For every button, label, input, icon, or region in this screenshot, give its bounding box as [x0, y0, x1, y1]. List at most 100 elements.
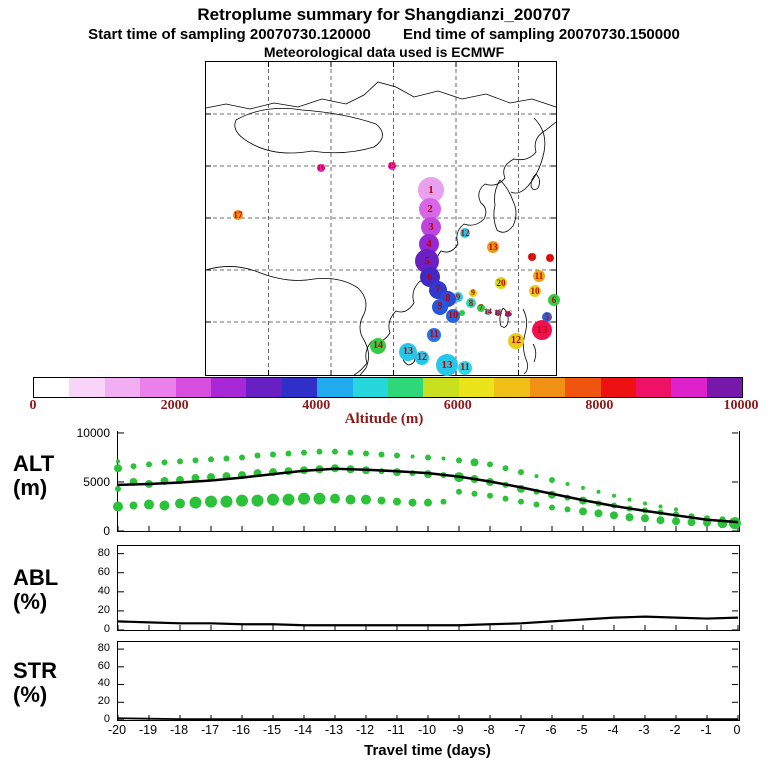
alt-scatter-dot [487, 461, 493, 468]
alt-scatter-dot [549, 504, 555, 511]
map-point-number: 12 [460, 227, 470, 238]
alt-scatter-dot [130, 463, 137, 470]
map-point: 11 [427, 328, 441, 342]
alt-scatter-dot [161, 459, 168, 466]
map-point-number: 5 [544, 311, 550, 322]
colorbar-segment [494, 378, 530, 397]
map-point-number: 13 [536, 323, 548, 336]
alt-scatter-dot [251, 494, 264, 507]
x-tick-label: -17 [200, 723, 220, 737]
map-point: 13 [436, 354, 458, 376]
alt-scatter-dot [393, 497, 401, 506]
colorbar-tick-label: 0 [29, 398, 37, 413]
alt-scatter-dot [236, 494, 248, 507]
x-tick-label: -2 [669, 723, 681, 737]
map-point-number: 16 [317, 163, 325, 172]
x-tick-label: -5 [576, 723, 588, 737]
alt-scatter-dot [363, 450, 369, 457]
x-tick-label: -10 [417, 723, 437, 737]
str-y-tick-label: 0 [103, 712, 110, 725]
x-tick-label: -7 [514, 723, 526, 737]
colorbar-segment [529, 378, 566, 397]
map-point: 5 [542, 312, 552, 322]
alt-scatter-dot [408, 498, 417, 507]
str-label-line2: (%) [13, 681, 48, 707]
map-point-number: 9 [437, 301, 443, 312]
alt-scatter-dot [581, 485, 585, 490]
map-point: 6 [548, 294, 560, 306]
map-point-number: 7 [479, 303, 483, 312]
alt-scatter-dot [192, 457, 199, 464]
alt-scatter-dot [440, 498, 447, 505]
alt-scatter-dot [113, 501, 123, 512]
met-data-line: Meteorological data used is ECMWF [263, 44, 505, 60]
map-point: 10 [529, 285, 541, 297]
map-point: 15 [494, 308, 502, 317]
colorbar-segment [388, 378, 424, 397]
colorbar-tick-label: 8000 [585, 398, 614, 413]
alt-scatter-dot [282, 493, 295, 506]
x-tick-label: 0 [733, 723, 741, 737]
alt-scatter-dot [625, 513, 634, 522]
str-y-tick-label: 20 [97, 695, 110, 708]
x-tick-label: -18 [169, 723, 189, 737]
map-points-layer: 16 15 17 12 13 12 11 20 11 10 9 9 8 7 14 15 16 6 5 13 12 14 13… [206, 62, 560, 376]
map-point: 14 [484, 307, 492, 316]
alt-scatter-dot [378, 451, 385, 458]
x-tick-label: -12 [355, 723, 375, 737]
abl-label-line1: ABL [13, 565, 59, 590]
alt-panel [113, 431, 741, 532]
alt-scatter-dot [410, 454, 415, 459]
alt-scatter-dot [471, 490, 478, 497]
x-tick-label: -20 [107, 723, 127, 737]
x-tick-label: -15 [262, 723, 282, 737]
colorbar-segment [423, 378, 459, 397]
map-point: 9 [453, 292, 463, 302]
alt-scatter-dot [146, 461, 152, 468]
alt-mean-line [117, 467, 739, 524]
str-plot-svg [117, 648, 739, 721]
alt-scatter-dot [579, 507, 587, 516]
alt-scatter-dot [267, 493, 279, 506]
str-panel [117, 641, 740, 721]
alt-y-tick-label: 10000 [76, 426, 110, 441]
map-grid [206, 62, 556, 375]
x-tick-label: -13 [324, 723, 344, 737]
alt-y-tick-label: 0 [103, 524, 110, 539]
map-point: 9 [432, 299, 448, 315]
x-tick-label: -14 [293, 723, 313, 737]
alt-scatter-dot [687, 518, 696, 527]
map-point-number: 14 [484, 307, 492, 316]
alt-scatter-dot [564, 506, 571, 513]
alt-scatter-dot [643, 501, 647, 506]
colorbar-segment [458, 378, 495, 397]
alt-scatter-dot [502, 495, 509, 502]
colorbar-tick-label: 10000 [723, 398, 759, 413]
x-tick-label: -4 [607, 723, 619, 737]
map-edge-ticks [206, 62, 556, 375]
map-point-number: 11 [429, 329, 439, 340]
map-point: 12 [415, 351, 429, 365]
map-point: 11 [533, 270, 545, 282]
start-time-text: Start time of sampling 20070730.120000 [88, 26, 371, 43]
map-point-number: 15 [388, 161, 396, 170]
colorbar-tick-label: 2000 [160, 398, 189, 413]
map-point-number: 8 [445, 293, 451, 304]
map-point-number: 6 [427, 270, 433, 283]
map-point: 11 [546, 254, 554, 262]
colorbar-segment [104, 378, 141, 397]
alt-scatter-dot [533, 501, 540, 508]
colorbar-segment [671, 378, 707, 397]
colorbar-segment [69, 378, 105, 397]
alt-scatter-dot [254, 452, 261, 459]
str-label-line1: STR [13, 658, 57, 683]
map-point-number: 6 [551, 294, 557, 305]
alt-scatter-dot [394, 452, 400, 459]
alt-y-tick-label: 5000 [83, 475, 110, 490]
map-point-number: 15 [494, 308, 502, 317]
map-point-number: 11 [460, 362, 470, 373]
alt-scatter-dot [502, 465, 509, 472]
map-point: 13 [399, 343, 417, 361]
alt-label-line2: (m) [13, 474, 48, 500]
trajectory-map: 16 15 17 12 13 12 11 20 11 10 9 9 8 7 14 15 16 6 5 13 12 14 13… [205, 61, 560, 376]
